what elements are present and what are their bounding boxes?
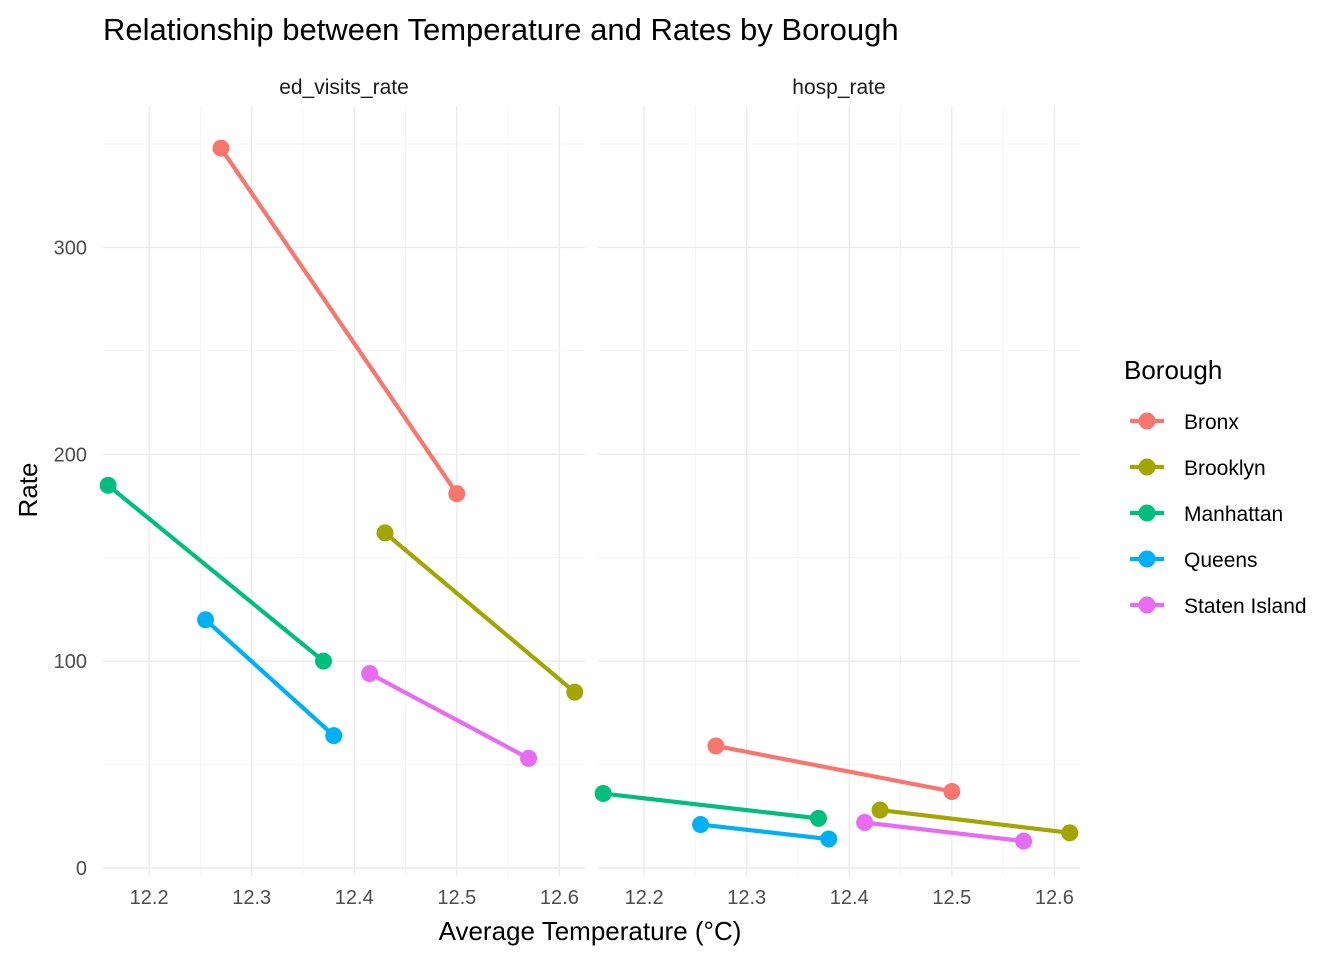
legend-label: Staten Island [1184, 595, 1307, 618]
data-point [809, 809, 827, 827]
series-brooklyn [376, 524, 584, 701]
series-brooklyn [871, 801, 1079, 842]
data-point [820, 830, 838, 848]
x-tick-label: 12.3 [727, 887, 766, 909]
legend-label: Brooklyn [1184, 457, 1266, 480]
data-point [943, 782, 961, 800]
x-tick-label: 12.6 [1035, 887, 1074, 909]
data-point [99, 476, 117, 494]
legend-key-point [1138, 458, 1156, 476]
series-staten-island [856, 813, 1033, 850]
legend-entry: Manhattan [1130, 503, 1283, 526]
y-tick-label: 200 [54, 444, 87, 466]
x-tick-label: 12.5 [437, 887, 476, 909]
series-bronx [212, 139, 466, 503]
series-manhattan [594, 785, 827, 827]
data-point [212, 139, 230, 157]
legend-key-point [1138, 412, 1156, 430]
y-axis-title: Rate [13, 463, 43, 518]
data-point [1061, 824, 1079, 842]
x-tick-label: 12.4 [830, 887, 869, 909]
series-staten-island [361, 665, 538, 767]
legend-key-point [1138, 504, 1156, 522]
series-queens [197, 611, 343, 745]
legend-label: Queens [1184, 549, 1258, 572]
x-tick-label: 12.3 [232, 887, 271, 909]
data-point [314, 652, 332, 670]
legend-entry: Staten Island [1130, 595, 1307, 618]
y-tick-label: 100 [54, 651, 87, 673]
legend-label: Manhattan [1184, 503, 1283, 526]
series-line [368, 671, 530, 761]
data-point [376, 524, 394, 542]
series-line [106, 483, 325, 663]
data-point [1015, 832, 1033, 850]
series-manhattan [99, 476, 332, 670]
legend-key-point [1138, 596, 1156, 614]
facet-label: hosp_rate [792, 76, 885, 99]
series-line [715, 743, 953, 794]
series-line [879, 807, 1070, 835]
data-point [448, 485, 466, 503]
x-tick-label: 12.5 [932, 887, 971, 909]
data-point [325, 727, 343, 745]
facet-label: ed_visits_rate [279, 76, 409, 99]
data-point [692, 816, 710, 834]
legend-title: Borough [1124, 355, 1222, 385]
legend-entry: Bronx [1130, 411, 1239, 434]
chart-title: Relationship between Temperature and Rat… [103, 12, 899, 47]
x-tick-label: 12.2 [625, 887, 664, 909]
legend-key-point [1138, 550, 1156, 568]
x-tick-label: 12.6 [540, 887, 579, 909]
series-line [383, 531, 577, 694]
series-line [219, 146, 459, 495]
series-line [864, 820, 1024, 844]
legend-entry: Queens [1130, 549, 1258, 572]
data-point [871, 801, 889, 819]
legend-label: Bronx [1184, 411, 1239, 434]
facet-panel-hosp_rate: hosp_rate 12.2 12.3 12.4 12.5 12.6 [594, 76, 1080, 909]
y-tick-label: 0 [76, 858, 87, 880]
legend-entry: Brooklyn [1130, 457, 1266, 480]
x-tick-label: 12.2 [130, 887, 169, 909]
data-point [856, 813, 874, 831]
data-point [520, 749, 538, 767]
series-line [204, 618, 336, 738]
y-tick-label: 300 [54, 237, 87, 259]
series-bronx [707, 737, 961, 800]
data-point [361, 665, 379, 683]
data-point [566, 683, 584, 701]
x-axis-title: Average Temperature (°C) [439, 916, 742, 946]
series-line [602, 791, 819, 821]
legend: Borough Bronx Brooklyn Manhattan Queens Stat… [1124, 355, 1307, 618]
series-line [700, 822, 829, 842]
data-point [197, 611, 215, 629]
x-tick-label: 12.4 [335, 887, 374, 909]
data-point [707, 737, 725, 755]
data-point [594, 785, 612, 803]
facet-panel-ed_visits_rate: ed_visits_rate 12.2 12.3 12.4 12.5 12.6 [99, 76, 585, 909]
series-queens [692, 816, 838, 848]
